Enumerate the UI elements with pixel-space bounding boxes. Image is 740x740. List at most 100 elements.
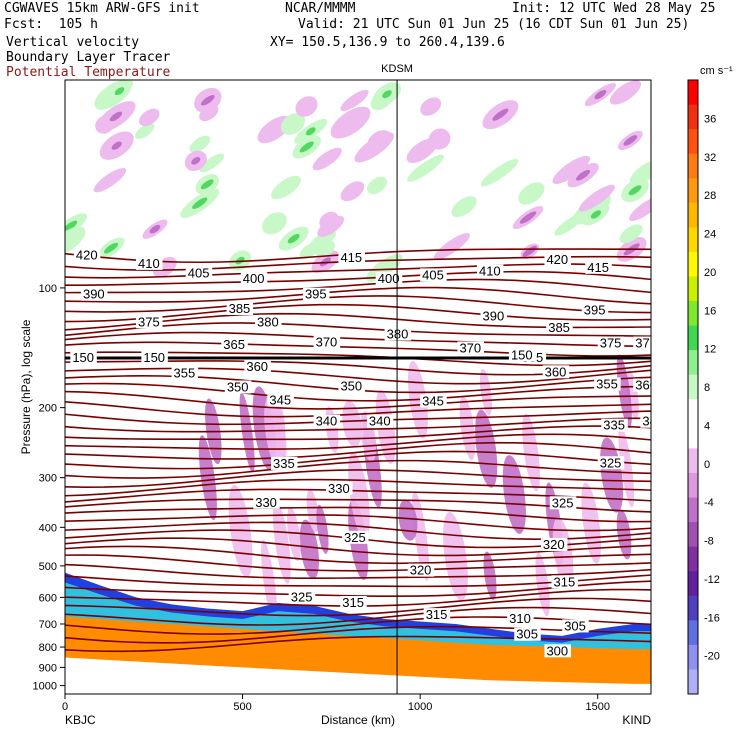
- x-tick-label: 1500: [585, 701, 609, 713]
- theta-contour: [65, 625, 651, 644]
- updraft-blob: [619, 224, 643, 244]
- theta-label: 375: [138, 314, 160, 329]
- theta-label-bg: [633, 378, 651, 392]
- theta-label: 365: [223, 337, 245, 352]
- theta-label-bg: [544, 252, 571, 266]
- updraft-blob: [189, 135, 211, 153]
- theta-label-bg: [313, 335, 341, 349]
- theta-label-bg: [540, 537, 568, 551]
- colorbar-frame: [687, 79, 699, 695]
- theta-label: 150: [143, 350, 165, 365]
- model-title: CGWAVES 15km ARW-GFS init: [4, 1, 200, 16]
- downdraft-blob: [578, 184, 615, 212]
- colorbar-swatch: [688, 399, 698, 425]
- theta-contour: [65, 606, 651, 626]
- theta-label-bg: [420, 268, 447, 282]
- theta-contour: [65, 441, 651, 460]
- theta-label-bg: [340, 596, 367, 610]
- theta-contour: [65, 635, 651, 653]
- colorbar-swatch: [688, 669, 698, 695]
- colorbar-label: 0: [704, 459, 710, 471]
- updraft-blob: [134, 123, 155, 139]
- theta-contour: [65, 478, 651, 497]
- theta-label: 335: [273, 456, 295, 471]
- theta-label-bg: [221, 337, 248, 351]
- forecast-hour: Fcst: 105 h: [4, 17, 98, 32]
- theta-label: 325: [600, 455, 622, 470]
- theta-label: 355: [596, 377, 618, 392]
- updraft-blob: [480, 158, 519, 187]
- theta-contour: [65, 270, 651, 287]
- updraft-blob: [315, 240, 335, 258]
- downdraft-blob: [312, 147, 342, 171]
- colorbar-swatch: [688, 423, 698, 449]
- x-axis-title: Distance (km): [321, 713, 395, 727]
- theta-contour: [65, 554, 651, 572]
- theta-label-bg: [185, 266, 213, 280]
- theta-label-bg: [601, 418, 628, 432]
- theta-label: 380: [257, 314, 279, 329]
- x-tick-label: 500: [233, 701, 251, 713]
- theta-label: 330: [255, 495, 277, 510]
- subsidence-streak: [348, 452, 370, 540]
- downdraft-core: [319, 257, 331, 267]
- theta-label: 350: [227, 380, 249, 395]
- colorbar-swatch: [688, 202, 698, 228]
- updraft-blob: [451, 196, 477, 218]
- theta-label: 335: [603, 418, 625, 433]
- theta-label-bg: [136, 315, 163, 329]
- subsidence-streak: [479, 368, 492, 416]
- colorbar-label: -4: [704, 497, 714, 509]
- updraft-core: [590, 210, 601, 219]
- updraft-blob: [518, 182, 545, 205]
- theta-label-bg: [562, 619, 589, 633]
- theta-label: 410: [479, 264, 501, 279]
- theta-contour: [65, 506, 651, 523]
- updraft-core: [65, 220, 78, 232]
- subsidence-streak: [581, 482, 601, 564]
- subsidence-streak: [522, 413, 540, 492]
- subsidence-streak: [475, 409, 498, 488]
- theta-label-bg: [597, 456, 625, 470]
- theta-label-bg: [338, 250, 365, 264]
- updraft-core: [305, 127, 316, 136]
- theta-label-bg: [549, 496, 577, 510]
- theta-label: 390: [83, 287, 105, 302]
- theta-label-bg: [581, 303, 609, 317]
- downdraft-core: [191, 156, 201, 165]
- theta-contour: [65, 545, 651, 565]
- theta-contour: [65, 278, 651, 294]
- field-potential-temperature: Potential Temperature: [6, 65, 171, 80]
- colorbar-swatch: [688, 350, 698, 376]
- y-tick-label: 900: [39, 662, 57, 674]
- theta-label-bg: [70, 350, 97, 364]
- theta-label: 150: [72, 350, 94, 365]
- theta-label: 340: [369, 414, 391, 429]
- subsidence-streak: [535, 552, 550, 617]
- theta-contour: [65, 459, 651, 479]
- theta-label-bg: [407, 563, 435, 577]
- theta-label-bg: [594, 377, 621, 391]
- theta-label-bg: [267, 393, 294, 407]
- downdraft-blob: [340, 89, 369, 112]
- theta-label: 405: [422, 267, 444, 282]
- colorbar-swatch: [688, 571, 698, 597]
- subsidence-streak: [618, 424, 635, 508]
- theta-label: 315: [426, 607, 448, 622]
- y-tick-label: 400: [39, 522, 57, 534]
- theta-label: 150: [511, 348, 533, 363]
- theta-label: 360: [635, 378, 657, 393]
- field-vertical-velocity: Vertical velocity: [6, 35, 140, 50]
- colorbar-label: 36: [704, 113, 716, 125]
- theta-contour: [65, 295, 651, 314]
- theta-label: 370: [316, 334, 338, 349]
- theta-label: 325: [552, 495, 574, 510]
- y-tick-label: 600: [39, 592, 57, 604]
- theta-label: 415: [340, 250, 362, 265]
- updraft-core: [104, 242, 119, 254]
- updraft-core: [299, 141, 314, 153]
- theta-label-bg: [384, 327, 412, 341]
- updraft-blob: [280, 113, 306, 135]
- theta-contour: [65, 382, 651, 402]
- theta-label-bg: [224, 380, 252, 394]
